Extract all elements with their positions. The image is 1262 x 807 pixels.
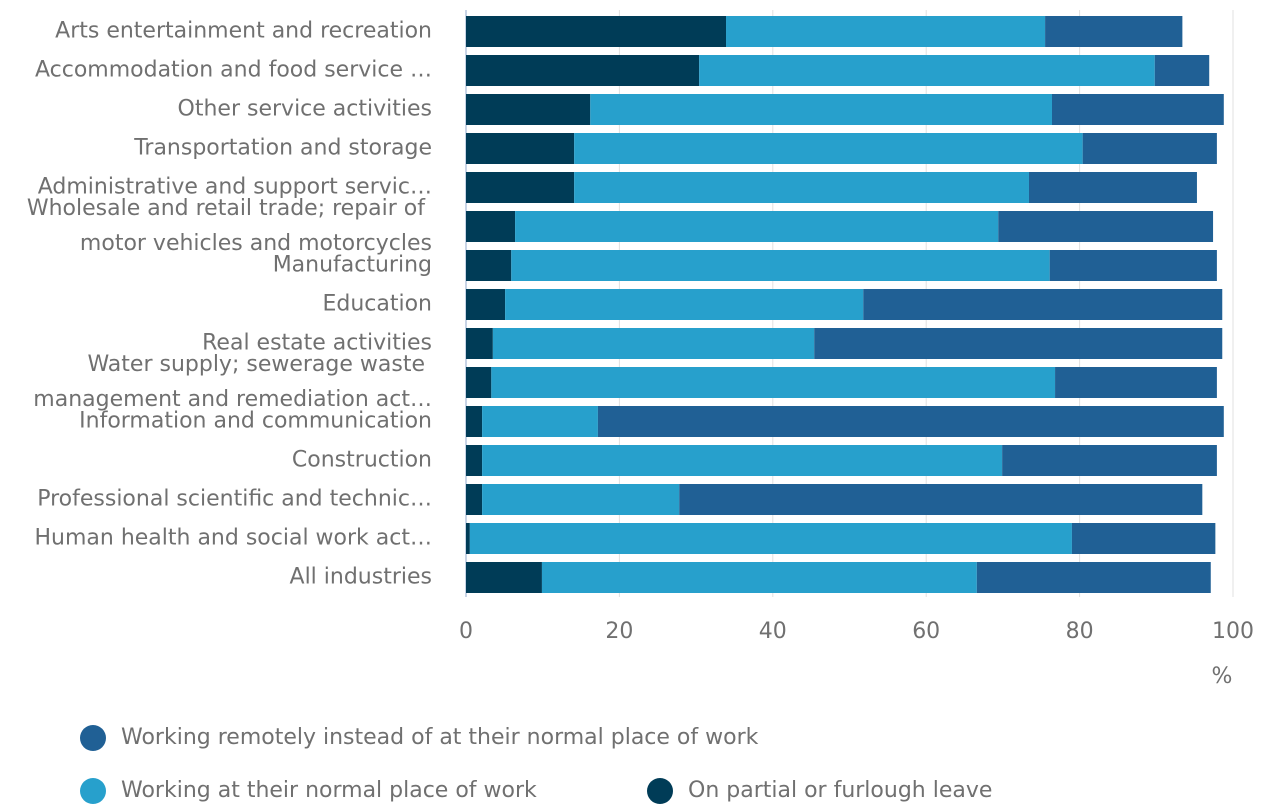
bar — [466, 367, 492, 398]
y-tick-label: Arts entertainment and recreation — [55, 19, 432, 44]
bar — [1028, 172, 1197, 203]
y-tick-label: Construction — [292, 448, 432, 473]
y-tick-label: Wholesale and retail trade; repair of mo… — [27, 196, 432, 256]
bar — [726, 16, 1046, 47]
y-tick-label: Water supply; sewerage waste management … — [33, 352, 432, 412]
x-tick-label: 60 — [912, 619, 940, 644]
bar — [466, 172, 575, 203]
y-tick-label: Accommodation and food service … — [35, 58, 432, 83]
bar — [1154, 55, 1210, 86]
bar — [1071, 523, 1216, 554]
y-tick-label: Administrative and support servic… — [38, 175, 432, 200]
y-tick-label: Manufacturing — [273, 253, 432, 278]
legend-swatch — [80, 778, 106, 804]
legend-label: Working at their normal place of work — [121, 778, 537, 803]
bar — [541, 562, 977, 593]
bar — [1055, 367, 1217, 398]
bar — [1049, 250, 1217, 281]
bar — [679, 484, 1203, 515]
legend-swatch — [80, 725, 106, 751]
bar — [482, 445, 1003, 476]
bar — [814, 328, 1223, 359]
bar — [466, 250, 512, 281]
bar — [466, 211, 516, 242]
bar — [466, 406, 483, 437]
x-axis-label: % — [1212, 664, 1233, 689]
bar — [1002, 445, 1217, 476]
bar — [1045, 16, 1183, 47]
bar — [699, 55, 1155, 86]
bar — [466, 16, 727, 47]
legend-swatch — [647, 778, 673, 804]
bar — [466, 133, 575, 164]
y-tick-label: Other service activities — [178, 97, 432, 122]
y-tick-label: Information and communication — [79, 409, 432, 434]
y-tick-label: Human health and social work act… — [34, 526, 432, 551]
bar — [1051, 94, 1224, 125]
bar — [511, 250, 1050, 281]
bar — [491, 367, 1056, 398]
bar — [469, 523, 1072, 554]
bar — [515, 211, 999, 242]
bar — [574, 172, 1029, 203]
bar — [466, 289, 506, 320]
y-tick-label: Transportation and storage — [133, 136, 432, 161]
bar — [482, 406, 598, 437]
bar — [466, 55, 700, 86]
x-tick-label: 40 — [759, 619, 787, 644]
bar — [597, 406, 1224, 437]
x-tick-label: 20 — [605, 619, 633, 644]
bar — [482, 484, 680, 515]
x-tick-label: 100 — [1212, 619, 1254, 644]
legend-label: Working remotely instead of at their nor… — [121, 725, 759, 750]
bar — [574, 133, 1083, 164]
bar — [466, 445, 483, 476]
bar — [998, 211, 1214, 242]
y-tick-label: All industries — [290, 565, 432, 590]
x-tick-label: 80 — [1066, 619, 1094, 644]
bar — [976, 562, 1211, 593]
bar — [1082, 133, 1217, 164]
y-tick-label: Real estate activities — [202, 331, 432, 356]
bar — [466, 94, 591, 125]
y-tick-label: Professional scientific and technic… — [37, 487, 432, 512]
bar — [466, 523, 470, 554]
bar — [492, 328, 815, 359]
bar — [505, 289, 864, 320]
y-tick-label: Education — [322, 292, 432, 317]
bar — [466, 562, 542, 593]
x-tick-label: 0 — [459, 619, 473, 644]
legend-label: On partial or furlough leave — [688, 778, 992, 803]
bar — [466, 328, 493, 359]
bar — [590, 94, 1052, 125]
bar — [466, 484, 483, 515]
bar — [863, 289, 1223, 320]
